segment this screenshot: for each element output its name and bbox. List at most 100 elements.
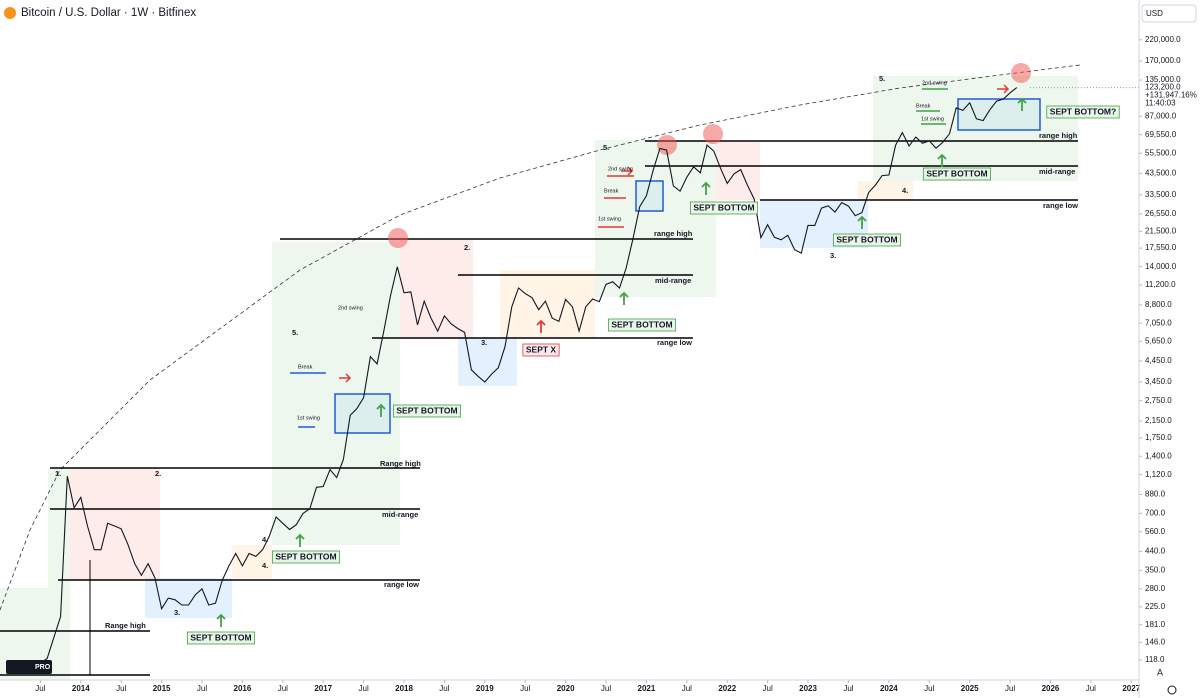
y-tick-label: 440.0 [1145, 547, 1166, 556]
label-box [689, 201, 759, 215]
x-tick-label: 2024 [880, 684, 898, 693]
arrow [857, 215, 867, 229]
y-tick-label: 7,050.0 [1145, 318, 1172, 327]
last-price-label: 123,200.0 [1145, 83, 1181, 92]
x-tick-label: 2020 [557, 684, 575, 693]
label-box [1046, 105, 1120, 119]
y-tick-label: 5,650.0 [1145, 337, 1172, 346]
annotation: range low [384, 580, 419, 589]
annotation: SEPT BOTTOM [693, 202, 754, 212]
y-tick-label: 880.0 [1145, 490, 1166, 499]
y-tick-label: 1,400.0 [1145, 451, 1172, 460]
y-tick-label: 43,500.0 [1145, 168, 1177, 177]
change-label: +131,947.16% [1145, 91, 1197, 100]
label-box [922, 167, 992, 181]
label-box [271, 550, 341, 564]
annotation: 1. [55, 469, 61, 478]
label-box [522, 343, 560, 357]
y-tick-label: 135,000.0 [1145, 75, 1181, 84]
annotation: 4. [902, 186, 908, 195]
annotation: 5. [292, 328, 298, 337]
y-tick-label: 170,000.0 [1145, 56, 1181, 65]
arrow [376, 403, 386, 417]
top-marker [1011, 63, 1031, 83]
annotation: range high [1039, 131, 1078, 140]
y-tick-label: 11,200.0 [1145, 280, 1176, 289]
y-tick-label: 225.0 [1145, 602, 1166, 611]
annotation: range low [657, 338, 692, 347]
annotation: range low [1043, 201, 1078, 210]
x-tick-label: 2015 [153, 684, 171, 693]
annotation: 4. [262, 561, 268, 570]
x-tick-label: 2026 [1042, 684, 1060, 693]
annotation: 1st swing [598, 216, 621, 222]
y-tick-label: 1,750.0 [1145, 433, 1172, 442]
trend-curve [0, 64, 1081, 611]
y-tick-label: 8,800.0 [1145, 300, 1172, 309]
x-tick-label: 2022 [718, 684, 736, 693]
y-tick-label: 2,750.0 [1145, 396, 1172, 405]
logo-badge: PRO [35, 664, 51, 671]
arrow [621, 166, 634, 176]
label-box [392, 404, 462, 418]
settings-button[interactable] [1167, 685, 1177, 695]
annotation: 2nd swing [922, 80, 947, 86]
arrow [701, 181, 711, 195]
annotation: 5. [603, 143, 609, 152]
y-tick-label: 33,500.0 [1145, 190, 1177, 199]
label-box [186, 631, 256, 645]
y-tick-label: 146.0 [1145, 638, 1166, 647]
annotation: SEPT BOTTOM? [1050, 106, 1116, 116]
chart-title: Bitcoin / U.S. Dollar · 1W · Bitfinex [21, 7, 196, 19]
annotation: range high [654, 229, 693, 238]
top-marker [703, 124, 723, 144]
y-tick-label: 350.0 [1145, 566, 1166, 575]
annotation: mid-range [1039, 167, 1075, 176]
y-tick-label: 26,550.0 [1145, 209, 1177, 218]
annotation: mid-range [655, 276, 691, 285]
annotation: 4. [262, 535, 268, 544]
logo [6, 660, 52, 674]
x-tick-label: 2017 [314, 684, 332, 693]
zone [500, 270, 595, 338]
arrow [339, 373, 352, 383]
plot: Jul 2014 Jul 2015 Jul 2016 Jul 2017 Jul 2018 Jul 20… [33, 35, 1197, 693]
x-tick-label: Jul [601, 684, 611, 693]
auto-scale-button[interactable]: A [1157, 667, 1163, 677]
annotation: 5. [879, 74, 885, 83]
y-tick-label: 21,500.0 [1145, 226, 1177, 235]
currency[interactable]: USD [1146, 9, 1163, 18]
annotation: 3. [830, 251, 836, 260]
zone [873, 76, 1078, 181]
y-tick-label: 181.0 [1145, 620, 1166, 629]
y-tick-label: 1,120.0 [1145, 470, 1172, 479]
y-tick-label: 14,000.0 [1145, 262, 1177, 271]
annotation: SEPT BOTTOM [836, 234, 897, 244]
x-tick-label: 2018 [395, 684, 413, 693]
symbol-icon [4, 7, 16, 19]
annotation: 1st swing [921, 116, 944, 122]
x-tick-label: Jul [843, 684, 853, 693]
y-tick-label: 87,000.0 [1145, 111, 1177, 120]
y-tick-label: 118.0 [1145, 655, 1165, 664]
zone [858, 181, 913, 200]
annotation: Range high [105, 621, 146, 630]
zone [145, 578, 232, 618]
label-box [607, 318, 677, 332]
arrow [1017, 97, 1027, 111]
y-tick-label: 560.0 [1145, 527, 1166, 536]
annotation: Break [298, 364, 313, 370]
zone [48, 468, 70, 680]
annotation: 3. [174, 608, 180, 617]
x-tick-label: Jul [116, 684, 126, 693]
annotation: Break [916, 103, 931, 109]
y-tick-label: 17,550.0 [1145, 243, 1177, 252]
price-line [33, 87, 1018, 668]
x-tick-label: 2019 [476, 684, 494, 693]
annotation: mid-range [382, 510, 418, 519]
currency-button[interactable] [1141, 4, 1197, 23]
annotation: Range high [380, 459, 421, 468]
zone [70, 468, 160, 580]
arrow [997, 84, 1010, 94]
